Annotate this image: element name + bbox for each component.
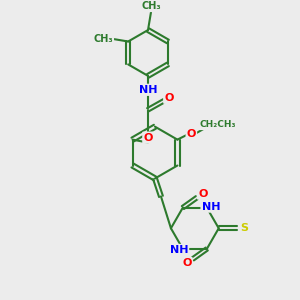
Text: CH₃: CH₃	[141, 1, 161, 11]
Text: O: O	[164, 93, 174, 103]
Text: O: O	[182, 258, 191, 268]
Text: NH: NH	[139, 85, 157, 95]
Text: O: O	[143, 133, 153, 142]
Text: O: O	[198, 189, 208, 199]
Text: O: O	[187, 129, 196, 139]
Text: CH₂CH₃: CH₂CH₃	[199, 120, 236, 129]
Text: NH: NH	[169, 245, 188, 255]
Text: S: S	[241, 223, 249, 233]
Text: CH₃: CH₃	[93, 34, 113, 44]
Text: NH: NH	[202, 202, 220, 212]
